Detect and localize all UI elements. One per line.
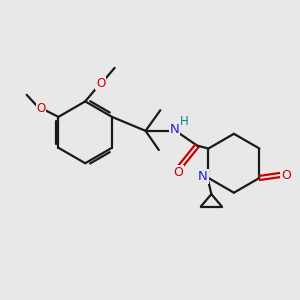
Text: H: H: [180, 115, 189, 128]
Text: O: O: [96, 77, 105, 90]
Text: N: N: [169, 124, 179, 136]
Text: N: N: [198, 170, 208, 183]
Text: O: O: [36, 101, 45, 115]
Text: O: O: [281, 169, 291, 182]
Text: O: O: [174, 166, 184, 178]
